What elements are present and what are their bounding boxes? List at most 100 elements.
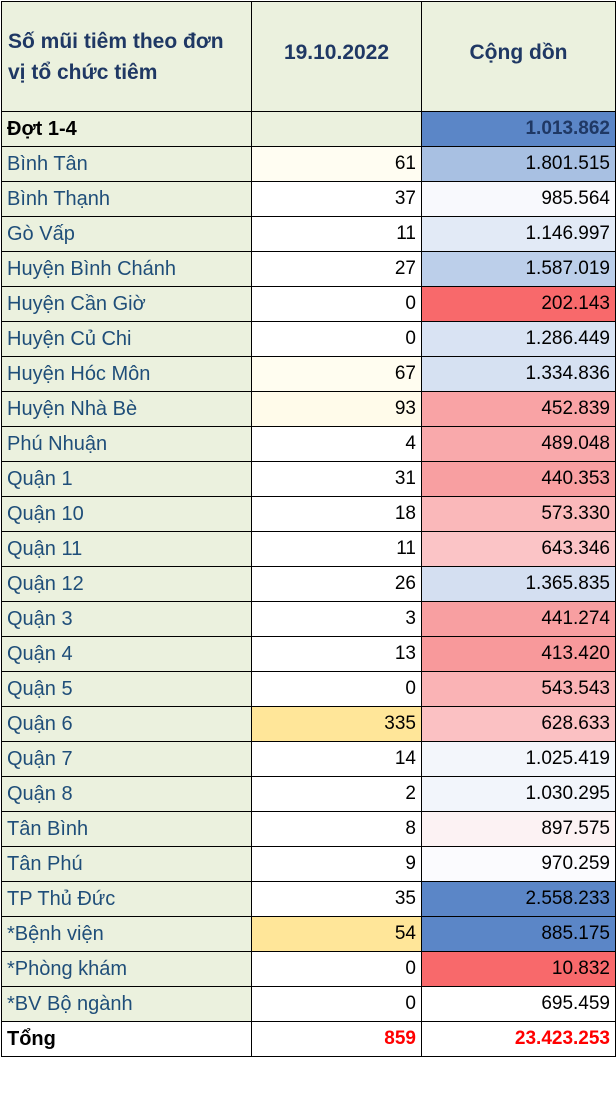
unit-name: Phú Nhuận bbox=[1, 426, 252, 462]
unit-name: Quận 7 bbox=[1, 741, 252, 777]
cumulative-doses: 1.286.449 bbox=[421, 321, 616, 357]
unit-name: TP Thủ Đức bbox=[1, 881, 252, 917]
daily-doses: 27 bbox=[251, 251, 422, 287]
daily-doses: 3 bbox=[251, 601, 422, 637]
daily-doses: 0 bbox=[251, 671, 422, 707]
cumulative-doses: 202.143 bbox=[421, 286, 616, 322]
unit-name: Quận 5 bbox=[1, 671, 252, 707]
table-row: Gò Vấp 11 1.146.997 bbox=[1, 216, 616, 252]
unit-name: Huyện Bình Chánh bbox=[1, 251, 252, 287]
table-row: Huyện Nhà Bè 93 452.839 bbox=[1, 391, 616, 427]
table-row: Bình Tân 61 1.801.515 bbox=[1, 146, 616, 182]
unit-name: Gò Vấp bbox=[1, 216, 252, 252]
vaccination-table: Số mũi tiêm theo đơn vị tổ chức tiêm 19.… bbox=[1, 1, 616, 1057]
cumulative-doses: 885.175 bbox=[421, 916, 616, 952]
unit-name: Bình Thạnh bbox=[1, 181, 252, 217]
unit-name: Huyện Củ Chi bbox=[1, 321, 252, 357]
table-row: Huyện Cần Giờ 0 202.143 bbox=[1, 286, 616, 322]
unit-name: Quận 6 bbox=[1, 706, 252, 742]
unit-name: *Bệnh viện bbox=[1, 916, 252, 952]
cumulative-doses: 452.839 bbox=[421, 391, 616, 427]
cumulative-doses: 897.575 bbox=[421, 811, 616, 847]
table-row: Quận 11 11 643.346 bbox=[1, 531, 616, 567]
cumulative-doses: 1.030.295 bbox=[421, 776, 616, 812]
daily-doses: 14 bbox=[251, 741, 422, 777]
header-cumulative: Cộng dồn bbox=[421, 1, 616, 112]
unit-name: Bình Tân bbox=[1, 146, 252, 182]
table-row: Quận 1 31 440.353 bbox=[1, 461, 616, 497]
unit-name: Quận 10 bbox=[1, 496, 252, 532]
table-row: Tân Bình 8 897.575 bbox=[1, 811, 616, 847]
cumulative-doses: 1.025.419 bbox=[421, 741, 616, 777]
unit-name: Huyện Hóc Môn bbox=[1, 356, 252, 392]
cumulative-doses: 985.564 bbox=[421, 181, 616, 217]
unit-name: Quận 3 bbox=[1, 601, 252, 637]
unit-name: Tân Phú bbox=[1, 846, 252, 882]
header-unit: Số mũi tiêm theo đơn vị tổ chức tiêm bbox=[1, 1, 252, 112]
cumulative-doses: 2.558.233 bbox=[421, 881, 616, 917]
unit-name: Quận 1 bbox=[1, 461, 252, 497]
table-row: Quận 6 335 628.633 bbox=[1, 706, 616, 742]
daily-doses: 13 bbox=[251, 636, 422, 672]
unit-name: Tân Bình bbox=[1, 811, 252, 847]
unit-name: Quận 12 bbox=[1, 566, 252, 602]
table-row: *Bệnh viện 54 885.175 bbox=[1, 916, 616, 952]
daily-doses bbox=[251, 111, 422, 147]
daily-doses: 0 bbox=[251, 286, 422, 322]
table-row: Quận 12 26 1.365.835 bbox=[1, 566, 616, 602]
cumulative-doses: 543.543 bbox=[421, 671, 616, 707]
daily-doses: 54 bbox=[251, 916, 422, 952]
unit-name: Quận 4 bbox=[1, 636, 252, 672]
daily-doses: 18 bbox=[251, 496, 422, 532]
daily-doses: 11 bbox=[251, 531, 422, 567]
cumulative-doses: 1.587.019 bbox=[421, 251, 616, 287]
unit-name: *BV Bộ ngành bbox=[1, 986, 252, 1022]
daily-doses: 8 bbox=[251, 811, 422, 847]
unit-name: Đợt 1-4 bbox=[1, 111, 252, 147]
daily-doses: 93 bbox=[251, 391, 422, 427]
daily-doses: 2 bbox=[251, 776, 422, 812]
cumulative-doses: 1.334.836 bbox=[421, 356, 616, 392]
cumulative-doses: 695.459 bbox=[421, 986, 616, 1022]
total-label: Tổng bbox=[1, 1021, 252, 1057]
unit-name: Quận 11 bbox=[1, 531, 252, 567]
unit-name: Huyện Cần Giờ bbox=[1, 286, 252, 322]
cumulative-doses: 1.801.515 bbox=[421, 146, 616, 182]
table-row: Đợt 1-4 1.013.862 bbox=[1, 111, 616, 147]
table-row: *BV Bộ ngành 0 695.459 bbox=[1, 986, 616, 1022]
daily-doses: 37 bbox=[251, 181, 422, 217]
table-row: Quận 5 0 543.543 bbox=[1, 671, 616, 707]
table-row: Huyện Bình Chánh 27 1.587.019 bbox=[1, 251, 616, 287]
cumulative-doses: 440.353 bbox=[421, 461, 616, 497]
table-row: Quận 3 3 441.274 bbox=[1, 601, 616, 637]
table-row: TP Thủ Đức 35 2.558.233 bbox=[1, 881, 616, 917]
cumulative-doses: 970.259 bbox=[421, 846, 616, 882]
cumulative-doses: 10.832 bbox=[421, 951, 616, 987]
cumulative-doses: 413.420 bbox=[421, 636, 616, 672]
daily-doses: 61 bbox=[251, 146, 422, 182]
total-row: Tổng 859 23.423.253 bbox=[1, 1021, 616, 1057]
cumulative-doses: 628.633 bbox=[421, 706, 616, 742]
daily-doses: 31 bbox=[251, 461, 422, 497]
total-cumulative: 23.423.253 bbox=[421, 1021, 616, 1057]
cumulative-doses: 1.013.862 bbox=[421, 111, 616, 147]
table-row: Quận 4 13 413.420 bbox=[1, 636, 616, 672]
unit-name: Quận 8 bbox=[1, 776, 252, 812]
daily-doses: 0 bbox=[251, 321, 422, 357]
table-row: Huyện Củ Chi 0 1.286.449 bbox=[1, 321, 616, 357]
daily-doses: 335 bbox=[251, 706, 422, 742]
table-row: Huyện Hóc Môn 67 1.334.836 bbox=[1, 356, 616, 392]
daily-doses: 0 bbox=[251, 951, 422, 987]
daily-doses: 26 bbox=[251, 566, 422, 602]
unit-name: *Phòng khám bbox=[1, 951, 252, 987]
cumulative-doses: 573.330 bbox=[421, 496, 616, 532]
table-row: Tân Phú 9 970.259 bbox=[1, 846, 616, 882]
table-body: Đợt 1-4 1.013.862 Bình Tân 61 1.801.515 Bình … bbox=[1, 111, 616, 1057]
table-row: *Phòng khám 0 10.832 bbox=[1, 951, 616, 987]
cumulative-doses: 1.365.835 bbox=[421, 566, 616, 602]
total-daily: 859 bbox=[251, 1021, 422, 1057]
table-row: Quận 7 14 1.025.419 bbox=[1, 741, 616, 777]
daily-doses: 0 bbox=[251, 986, 422, 1022]
daily-doses: 4 bbox=[251, 426, 422, 462]
cumulative-doses: 643.346 bbox=[421, 531, 616, 567]
